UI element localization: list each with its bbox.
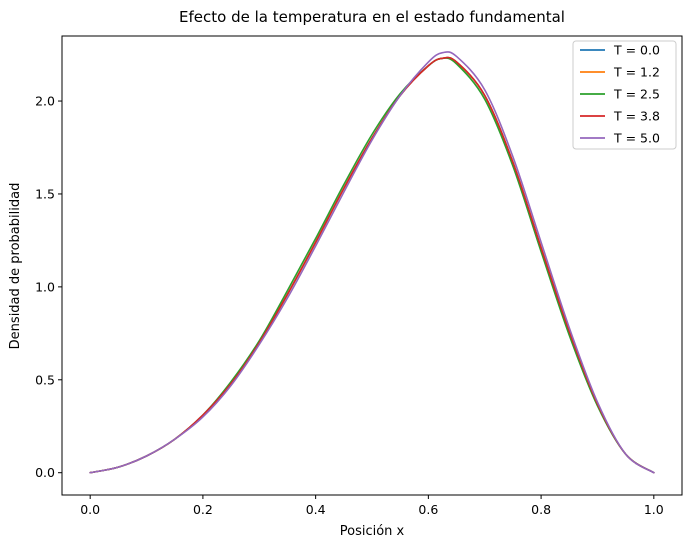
y-tick-label: 0.5 — [35, 372, 55, 387]
x-axis-ticks: 0.0 0.2 0.4 0.6 0.8 1.0 — [80, 495, 664, 517]
plot-area: 0.0 0.2 0.4 0.6 0.8 1.0 0.0 0.5 1.0 1.5 2.0 — [35, 35, 683, 517]
y-tick-label: 1.0 — [35, 279, 55, 294]
y-tick-label: 1.5 — [35, 186, 55, 201]
x-tick-label: 0.8 — [531, 502, 551, 517]
chart-title: Efecto de la temperatura en el estado fu… — [179, 8, 565, 26]
legend: T = 0.0 T = 1.2 T = 2.5 T = 3.8 T = 5.0 — [572, 40, 677, 150]
x-tick-label: 0.4 — [306, 502, 326, 517]
legend-label: T = 2.5 — [613, 87, 660, 102]
legend-label: T = 5.0 — [613, 131, 660, 146]
x-tick-label: 1.0 — [644, 502, 664, 517]
legend-items: T = 0.0 T = 1.2 T = 2.5 T = 3.8 T = 5.0 — [580, 43, 660, 146]
legend-box — [572, 40, 677, 150]
legend-label: T = 1.2 — [613, 65, 660, 80]
y-tick-label: 2.0 — [35, 94, 55, 109]
plot-frame — [61, 35, 683, 496]
x-axis-label: Posición x — [340, 524, 405, 539]
legend-label: T = 3.8 — [613, 109, 660, 124]
y-axis-label: Densidad de probabilidad — [8, 183, 23, 350]
y-axis-ticks: 0.0 0.5 1.0 1.5 2.0 — [35, 94, 62, 480]
x-tick-label: 0.6 — [418, 502, 438, 517]
x-tick-label: 0.2 — [193, 502, 213, 517]
series-lines — [89, 51, 655, 474]
x-tick-label: 0.0 — [80, 502, 100, 517]
legend-label: T = 0.0 — [613, 43, 660, 58]
series-line-4 — [89, 51, 655, 474]
y-tick-label: 0.0 — [35, 465, 55, 480]
